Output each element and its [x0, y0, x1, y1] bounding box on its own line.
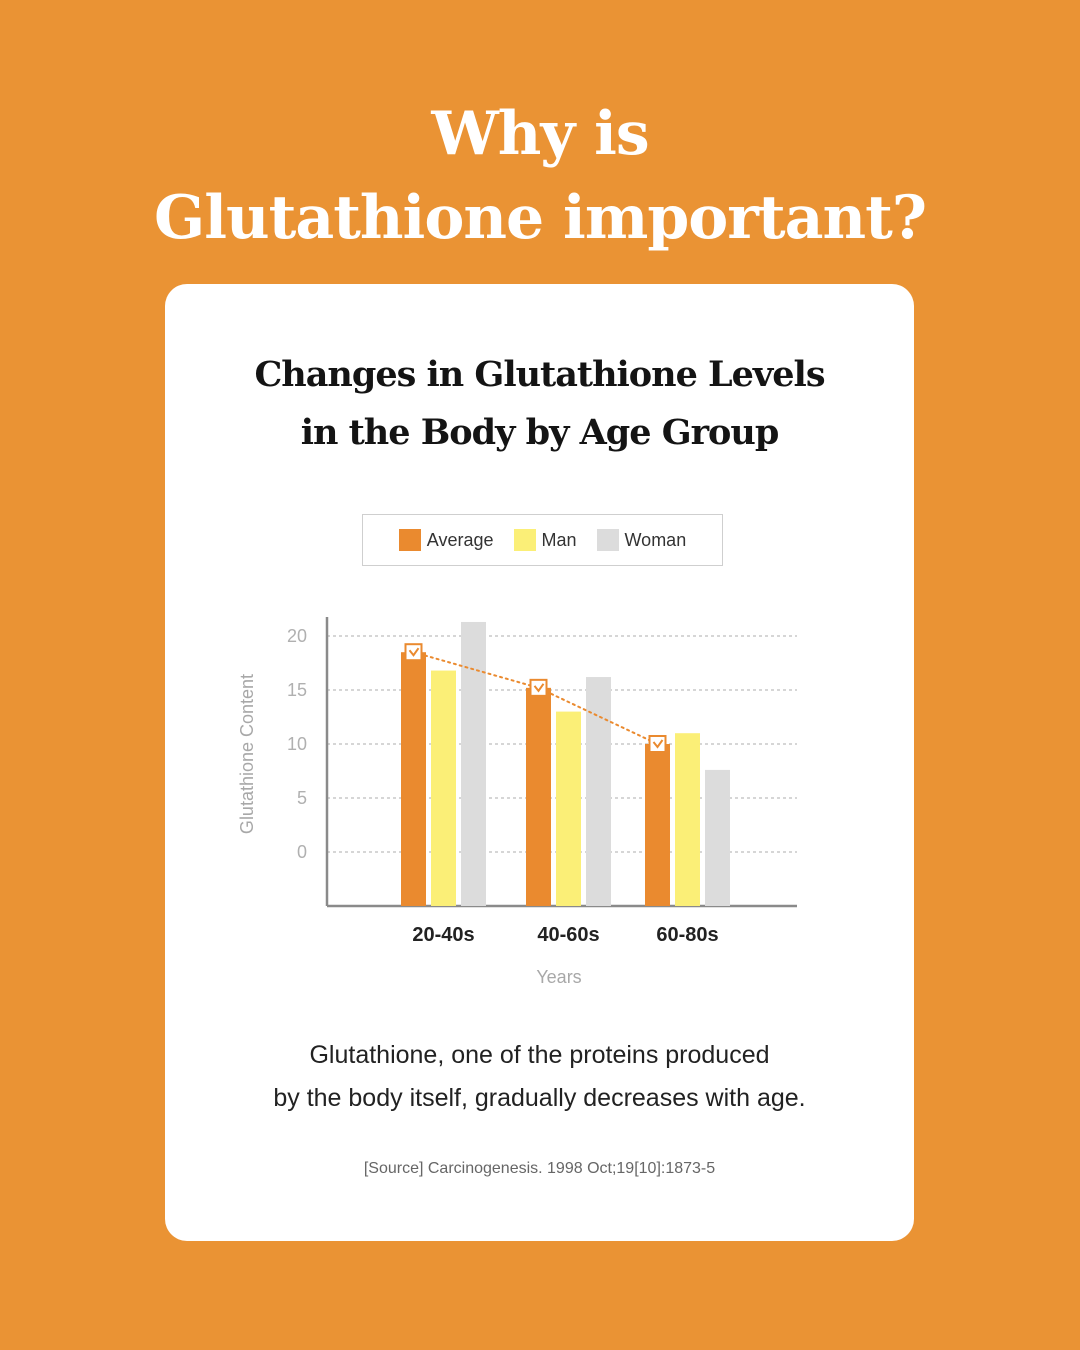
bar-man-20-40s	[431, 670, 456, 906]
legend-label: Average	[426, 529, 494, 550]
chart-card: Changes in Glutathione Levels in the Bod…	[165, 284, 914, 1241]
headline: Why is Glutathione important?	[0, 92, 1080, 260]
average-trend-line	[412, 651, 659, 745]
legend-swatch	[513, 529, 536, 551]
source-citation: [Source] Carcinogenesis. 1998 Oct;19[10]…	[363, 1160, 716, 1177]
bar-man-60-80s	[675, 733, 700, 906]
legend-item-average: Average	[398, 529, 494, 551]
bar-man-40-60s	[556, 711, 581, 906]
legend-label: Man	[541, 529, 577, 550]
x-axis-title: Years	[536, 967, 581, 987]
y-tick-label: 10	[287, 734, 307, 754]
bar-woman-20-40s	[461, 621, 486, 906]
bar-average-20-40s	[401, 652, 426, 906]
bar-woman-40-60s	[586, 677, 611, 906]
caption-line-1: Glutathione, one of the proteins produce…	[309, 1041, 770, 1069]
legend-swatch	[398, 529, 421, 551]
y-tick-label: 15	[287, 680, 307, 700]
x-tick-label: 60-80s	[656, 924, 718, 946]
check-icon	[652, 739, 664, 749]
trend-marker-icon	[529, 678, 548, 697]
headline-line-1: Why is	[431, 99, 649, 169]
legend-label: Woman	[624, 529, 687, 550]
bar-woman-60-80s	[705, 769, 730, 906]
bar-average-40-60s	[526, 687, 551, 906]
headline-line-2: Glutathione important?	[153, 183, 927, 253]
y-tick-label: 5	[297, 788, 307, 808]
check-icon	[408, 647, 420, 657]
y-tick-label: 20	[287, 626, 307, 646]
caption: Glutathione, one of the proteins produce…	[165, 1034, 914, 1120]
legend-item-man: Man	[513, 529, 577, 551]
x-tick-label: 20-40s	[412, 924, 474, 946]
check-icon	[533, 683, 545, 693]
chart-title-line-1: Changes in Glutathione Levels	[254, 354, 825, 395]
bar-chart: 0 5 10 15 20 Glutathione Content 20-40s 40-60s 6…	[237, 617, 797, 987]
legend-swatch	[596, 529, 619, 551]
y-axis-title: Glutathione Content	[237, 674, 257, 834]
x-tick-label: 40-60s	[537, 924, 599, 946]
chart-legend: Average Man Woman	[362, 514, 723, 566]
trend-marker-icon	[404, 643, 423, 662]
y-tick-label: 0	[297, 842, 307, 862]
bar-average-60-80s	[645, 744, 670, 906]
legend-item-woman: Woman	[596, 529, 687, 551]
trend-marker-icon	[648, 735, 667, 753]
caption-line-2: by the body itself, gradually decreases …	[273, 1084, 806, 1112]
chart-title-line-2: in the Body by Age Group	[300, 412, 780, 453]
chart-title: Changes in Glutathione Levels in the Bod…	[165, 346, 914, 462]
